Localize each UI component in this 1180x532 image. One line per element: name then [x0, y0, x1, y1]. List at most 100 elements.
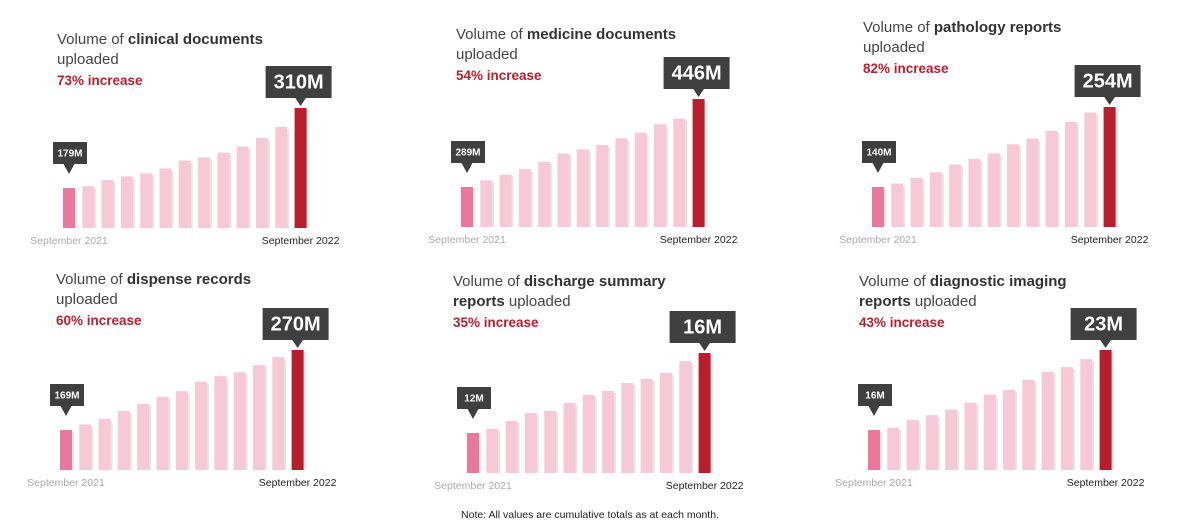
- callout: [451, 141, 485, 163]
- data-label: 446M: [672, 62, 722, 84]
- bar: [615, 138, 628, 227]
- bar: [253, 365, 265, 470]
- chart-heading: Volume of medicine documents uploaded 54%…: [456, 25, 691, 86]
- bar: [968, 158, 981, 227]
- bar: [891, 183, 904, 227]
- bar: [596, 144, 609, 227]
- title-bold: medicine documents: [526, 26, 677, 43]
- bar: [63, 188, 75, 228]
- callout: [1074, 65, 1141, 97]
- x-tick-label: September 2021: [839, 234, 917, 246]
- callout-pointer: [461, 162, 473, 173]
- bar: [82, 186, 95, 228]
- bar: [983, 394, 996, 470]
- data-label: 16M: [683, 316, 722, 338]
- bar: [544, 411, 557, 473]
- data-label: 169M: [54, 391, 79, 402]
- bar: [1103, 107, 1116, 227]
- bar: [1041, 371, 1054, 470]
- callout-pointer: [294, 97, 307, 106]
- chart-subtitle: 60% increase: [56, 313, 142, 328]
- callout-pointer: [467, 408, 479, 419]
- chart-title: Volume of medicine documents uploaded: [456, 25, 691, 65]
- callout: [1070, 308, 1137, 340]
- callout: [262, 308, 329, 340]
- x-tick-label: September 2022: [660, 234, 738, 246]
- x-tick-label: September 2021: [434, 480, 512, 492]
- bar: [217, 152, 230, 228]
- chart-heading: Volume of pathology reports uploaded 82% …: [863, 18, 1098, 79]
- title-text: Volume of: [57, 31, 124, 48]
- bar: [987, 153, 1000, 227]
- bar: [945, 409, 958, 470]
- bar: [156, 396, 169, 470]
- bar: [79, 424, 92, 470]
- bar: [640, 379, 653, 473]
- bar: [272, 357, 285, 470]
- bar: [1084, 112, 1097, 227]
- bar: [480, 180, 493, 227]
- bar: [524, 413, 537, 473]
- data-label: 289M: [455, 148, 480, 159]
- title-text: uploaded: [456, 46, 518, 63]
- title-text: Volume of: [56, 271, 123, 288]
- chart-title: Volume of discharge summary reports uplo…: [453, 272, 688, 312]
- bar: [1022, 379, 1035, 470]
- x-tick-label: September 2021: [27, 477, 105, 489]
- chart-subtitle: 43% increase: [859, 315, 945, 330]
- bar: [1026, 138, 1039, 227]
- bar: [634, 132, 647, 227]
- bar: [461, 187, 473, 227]
- data-label: 254M: [1083, 70, 1133, 92]
- bar: [120, 176, 133, 228]
- chart-subtitle: 35% increase: [453, 315, 539, 330]
- callout: [53, 142, 87, 164]
- bar: [925, 415, 938, 470]
- bar: [557, 153, 570, 227]
- bar: [868, 430, 880, 470]
- bar: [178, 160, 191, 228]
- x-tick-label: September 2022: [666, 480, 744, 492]
- bar: [499, 174, 512, 227]
- bar: [1061, 367, 1073, 470]
- title-text: Volume of: [859, 273, 926, 290]
- chart-title: Volume of pathology reports uploaded: [863, 18, 1098, 58]
- x-tick-label: September 2022: [1071, 234, 1149, 246]
- bar: [1007, 144, 1020, 227]
- x-tick-label: September 2021: [428, 234, 506, 246]
- bar: [872, 187, 884, 227]
- callout-pointer: [692, 88, 705, 97]
- x-tick-label: September 2021: [835, 477, 913, 489]
- data-label: 140M: [866, 148, 891, 159]
- bar: [602, 391, 615, 473]
- data-label: 179M: [57, 149, 82, 160]
- callout: [265, 66, 332, 98]
- callout: [663, 57, 730, 89]
- title-text: uploaded: [508, 293, 571, 310]
- callout-pointer: [1103, 96, 1116, 105]
- callout-pointer: [60, 405, 72, 416]
- bar: [140, 173, 153, 228]
- bar: [159, 168, 172, 228]
- chart-title: Volume of dispense records uploaded: [56, 270, 291, 310]
- callout: [858, 384, 892, 406]
- title-text: Volume of: [456, 26, 523, 43]
- callout: [669, 311, 736, 343]
- chart-heading: Volume of diagnostic imaging reports upl…: [859, 272, 1094, 333]
- chart-subtitle: 82% increase: [863, 61, 949, 76]
- chart-subtitle: 54% increase: [456, 68, 542, 83]
- bar: [654, 124, 666, 227]
- callout-pointer: [868, 405, 880, 416]
- bar: [256, 137, 268, 228]
- data-label: 23M: [1084, 313, 1123, 335]
- chart-heading: Volume of discharge summary reports uplo…: [453, 272, 688, 333]
- bar: [1003, 390, 1016, 470]
- data-label: 270M: [271, 313, 321, 335]
- bar: [673, 118, 686, 227]
- bar: [964, 402, 977, 470]
- title-text: uploaded: [57, 51, 119, 68]
- bar: [98, 418, 111, 470]
- title-bold: dispense records: [126, 271, 252, 288]
- bar: [538, 161, 551, 227]
